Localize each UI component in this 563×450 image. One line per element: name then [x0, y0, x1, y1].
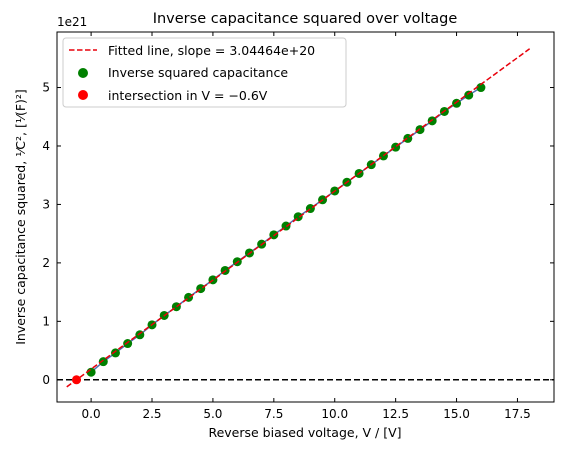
legend-green-marker	[78, 68, 88, 78]
x-tick-label: 7.5	[264, 407, 283, 421]
y-offset-label: 1e21	[57, 15, 87, 29]
axis-ticks: 0.0 2.5 5.0 7.5 10.0 12.5 15.0 17.5 0 1 2 3 4 5	[42, 32, 554, 421]
intersection-point	[71, 375, 81, 385]
legend-box	[62, 37, 347, 108]
x-tick-label: 17.5	[504, 407, 531, 421]
legend-green-label: Inverse squared capacitance	[108, 65, 288, 80]
y-tick-label: 5	[42, 81, 50, 95]
plot-area	[57, 48, 554, 388]
data-point	[98, 357, 108, 367]
x-tick-label: 12.5	[382, 407, 409, 421]
y-tick-label: 2	[42, 256, 50, 270]
legend-fit-line-label: Fitted line, slope = 3.04464e+20	[108, 43, 315, 58]
data-point	[476, 83, 486, 93]
y-tick-label: 0	[42, 373, 50, 387]
y-tick-label: 4	[42, 139, 50, 153]
x-tick-label: 5.0	[203, 407, 222, 421]
y-axis-label: Inverse capacitance squared, ¹⁄C², [¹⁄(F…	[13, 89, 28, 345]
x-tick-label: 10.0	[321, 407, 348, 421]
data-point	[135, 330, 145, 340]
chart-title: Inverse capacitance squared over voltage	[153, 11, 458, 27]
x-axis-label: Reverse biased voltage, V / [V]	[208, 425, 401, 440]
legend-red-label: intersection in V = −0.6V	[108, 88, 268, 103]
data-point	[452, 98, 462, 108]
legend: Fitted line, slope = 3.04464e+20 Inverse…	[62, 37, 347, 108]
x-tick-label: 15.0	[443, 407, 470, 421]
x-tick-label: 0.0	[82, 407, 101, 421]
data-point	[464, 90, 474, 100]
legend-red-marker	[78, 90, 88, 100]
y-tick-label: 3	[42, 197, 50, 211]
x-tick-label: 2.5	[142, 407, 161, 421]
y-tick-label: 1	[42, 314, 50, 328]
data-point	[123, 339, 133, 349]
data-point	[110, 348, 120, 358]
plot-frame	[56, 31, 555, 403]
